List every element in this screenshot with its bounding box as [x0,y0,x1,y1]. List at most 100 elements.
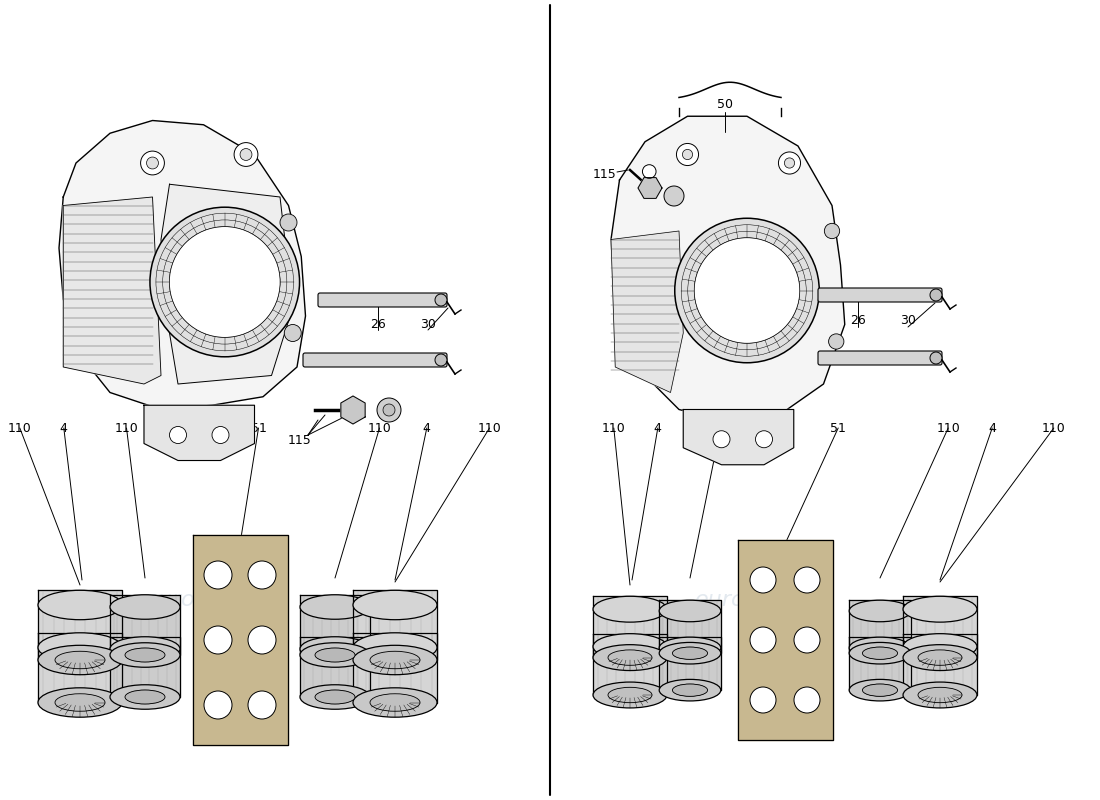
Ellipse shape [316,648,354,662]
Ellipse shape [39,590,122,620]
Ellipse shape [353,590,437,620]
Ellipse shape [593,682,667,708]
Ellipse shape [315,690,355,704]
Ellipse shape [125,648,164,662]
Circle shape [383,404,395,416]
Ellipse shape [659,637,720,658]
Circle shape [150,207,299,357]
Ellipse shape [849,600,911,622]
Ellipse shape [659,642,720,664]
Text: 26: 26 [370,318,386,331]
Ellipse shape [673,684,707,696]
Ellipse shape [125,648,165,662]
Circle shape [204,691,232,719]
Circle shape [676,143,698,166]
Ellipse shape [903,596,977,622]
Circle shape [794,627,820,653]
Polygon shape [610,116,845,422]
Polygon shape [659,637,720,690]
FancyBboxPatch shape [318,293,447,307]
Circle shape [930,289,942,301]
Circle shape [377,398,402,422]
Circle shape [248,691,276,719]
Text: eurofaces: eurofaces [695,590,805,610]
Circle shape [694,238,800,343]
Ellipse shape [903,682,977,708]
Circle shape [248,561,276,589]
Circle shape [434,354,447,366]
Ellipse shape [300,685,370,710]
Ellipse shape [903,634,977,659]
Circle shape [642,165,656,178]
Circle shape [212,426,229,443]
Polygon shape [64,197,161,384]
Ellipse shape [918,687,962,702]
Ellipse shape [903,645,977,670]
Ellipse shape [110,685,180,710]
Circle shape [146,157,158,169]
Ellipse shape [609,650,650,665]
Circle shape [713,430,730,448]
Polygon shape [738,540,833,740]
Text: 115: 115 [288,434,312,446]
Ellipse shape [659,600,720,622]
Text: 115: 115 [593,169,617,182]
Text: 4: 4 [59,422,68,434]
Circle shape [824,223,839,238]
Circle shape [750,567,776,593]
Ellipse shape [110,594,180,619]
Circle shape [779,152,801,174]
Ellipse shape [110,642,180,667]
Ellipse shape [864,684,896,696]
Ellipse shape [372,652,418,668]
Polygon shape [353,633,437,702]
Ellipse shape [918,650,962,666]
Ellipse shape [849,637,911,658]
Text: 110: 110 [114,422,139,434]
Polygon shape [161,184,293,384]
Text: 30: 30 [900,314,916,326]
Ellipse shape [920,688,960,702]
Circle shape [234,142,257,166]
Text: 110: 110 [8,422,32,434]
Ellipse shape [673,647,707,659]
Polygon shape [849,600,911,653]
Ellipse shape [920,650,960,665]
Circle shape [930,352,942,364]
Ellipse shape [57,694,103,710]
Polygon shape [593,596,667,658]
Text: 110: 110 [708,422,733,434]
FancyBboxPatch shape [818,351,942,365]
Text: 110: 110 [1042,422,1066,434]
Polygon shape [300,637,370,697]
Ellipse shape [862,647,898,659]
Ellipse shape [55,694,104,711]
Circle shape [794,687,820,713]
Circle shape [750,627,776,653]
Text: 110: 110 [477,422,502,434]
Text: 51: 51 [251,422,266,434]
Circle shape [169,226,280,338]
Polygon shape [59,121,306,410]
Text: eurofaces: eurofaces [145,270,255,290]
Polygon shape [300,594,370,655]
Circle shape [750,687,776,713]
Polygon shape [903,596,977,658]
Ellipse shape [849,642,911,664]
FancyBboxPatch shape [818,288,942,302]
Polygon shape [638,178,662,198]
Ellipse shape [370,694,420,711]
Polygon shape [110,637,180,697]
Ellipse shape [659,679,720,701]
Ellipse shape [110,637,180,662]
FancyBboxPatch shape [302,353,447,367]
Ellipse shape [672,684,707,696]
Circle shape [784,158,794,168]
Text: eurofaces: eurofaces [145,590,255,610]
Ellipse shape [300,594,370,619]
Ellipse shape [608,687,652,702]
Circle shape [204,561,232,589]
Polygon shape [144,406,254,461]
Ellipse shape [39,633,122,662]
Ellipse shape [57,652,103,668]
